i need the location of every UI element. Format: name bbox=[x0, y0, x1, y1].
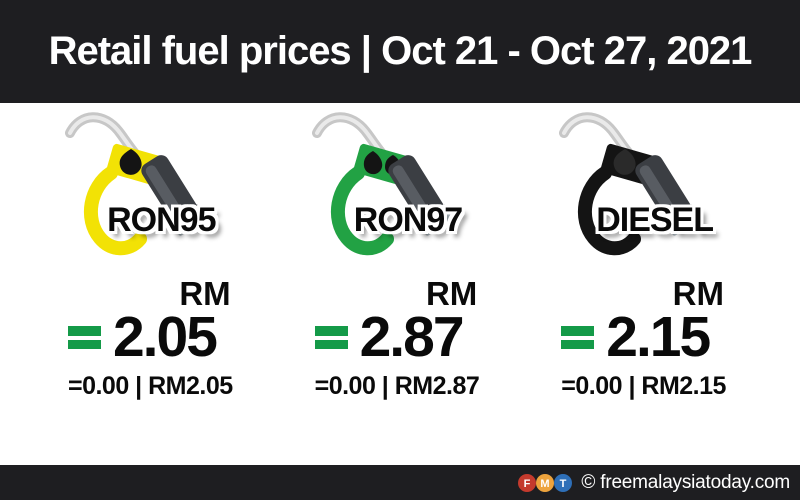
price-block: RM 2.05 =0.00 | RM2.05 bbox=[67, 275, 233, 401]
fuel-drop-icon bbox=[119, 149, 142, 175]
price-block: RM 2.15 =0.00 | RM2.15 bbox=[561, 277, 726, 401]
page-title: Retail fuel prices | Oct 21 - Oct 27, 20… bbox=[48, 29, 753, 73]
currency-label: RM bbox=[672, 275, 724, 312]
fmt-logo-icon: F M T bbox=[518, 473, 573, 492]
fuel-column-ron97: RON97 RM 2.87 =0.00 | RM2.87 bbox=[285, 109, 532, 465]
pump-grip bbox=[388, 155, 454, 236]
price-change-line: =0.00 | RM2.05 bbox=[67, 372, 233, 401]
green-equals-icon bbox=[67, 326, 101, 350]
price-value: 2.05 bbox=[112, 305, 218, 369]
footer-bar: F M T © freemalaysiatoday.com bbox=[0, 465, 800, 500]
price-value: 2.87 bbox=[359, 305, 465, 369]
fuel-column-diesel: DIESEL RM 2.15 =0.00 | RM2.15 bbox=[531, 109, 778, 465]
fuel-columns: RON95 RM 2.05 =0.00 | RM2.05 bbox=[0, 103, 800, 465]
green-equals-icon bbox=[561, 326, 595, 350]
currency-label: RM bbox=[425, 275, 478, 312]
fmt-logo-letter: F bbox=[524, 478, 531, 490]
fmt-logo-letter: M bbox=[541, 478, 550, 490]
pump-nozzle-icon bbox=[65, 112, 207, 256]
fuel-drop-icon bbox=[613, 149, 636, 175]
fuel-drop-icon bbox=[363, 151, 383, 175]
pump-grip bbox=[634, 155, 700, 236]
fuel-pump-icon bbox=[64, 109, 214, 269]
price-change-line: =0.00 | RM2.15 bbox=[561, 372, 726, 401]
pump-grip bbox=[141, 155, 207, 236]
fuel-pump-icon bbox=[311, 109, 461, 269]
fuel-name-label: RON97 bbox=[353, 201, 463, 239]
price-value: 2.15 bbox=[606, 305, 711, 369]
currency-label: RM bbox=[179, 275, 231, 312]
price-block: RM 2.87 =0.00 | RM2.87 bbox=[314, 275, 480, 401]
green-equals-icon bbox=[314, 326, 348, 350]
price-row: 2.15 bbox=[561, 305, 726, 369]
price-row: 2.87 bbox=[314, 305, 480, 369]
fuel-name-label: RON95 bbox=[107, 201, 216, 239]
header-banner: Retail fuel prices | Oct 21 - Oct 27, 20… bbox=[0, 0, 800, 103]
fuel-pump-icon bbox=[558, 109, 708, 269]
fuel-name-label: DIESEL bbox=[596, 201, 714, 239]
fuel-column-ron95: RON95 RM 2.05 =0.00 | RM2.05 bbox=[38, 109, 285, 465]
fmt-logo-letter: T bbox=[560, 478, 567, 490]
pump-guard bbox=[330, 166, 394, 256]
pump-nozzle-icon bbox=[558, 112, 700, 256]
website-credit: © freemalaysiatoday.com bbox=[581, 471, 790, 493]
pump-nozzle-icon bbox=[311, 112, 454, 256]
pump-guard bbox=[84, 166, 148, 256]
price-change-line: =0.00 | RM2.87 bbox=[314, 372, 480, 401]
pump-guard bbox=[577, 166, 641, 256]
price-row: 2.05 bbox=[67, 305, 233, 369]
